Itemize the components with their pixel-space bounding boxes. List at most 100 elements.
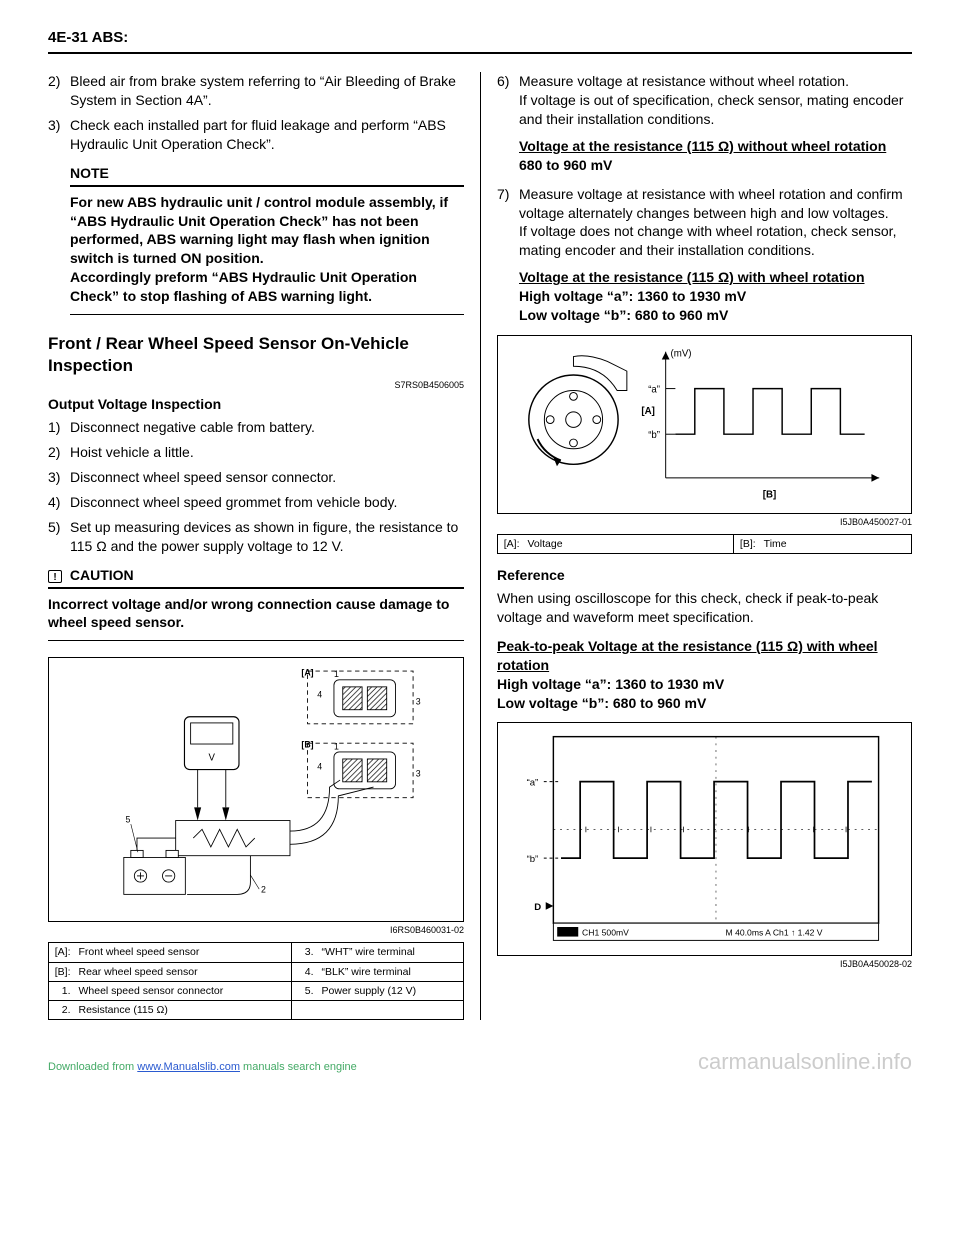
table-row: [A]: Front wheel speed sensor 3. “WHT” w… [49, 943, 464, 962]
footer-link[interactable]: www.Manualslib.com [137, 1061, 240, 1073]
cell: 4. [292, 962, 318, 981]
note-body: For new ABS hydraulic unit / control mod… [70, 193, 464, 306]
item-main: Measure voltage at resistance with wheel… [519, 186, 903, 221]
item-num: 5) [48, 518, 70, 556]
table-row: [B]: Rear wheel speed sensor 4. “BLK” wi… [49, 962, 464, 981]
svg-text:(mV): (mV) [671, 348, 692, 359]
sub-title: Output Voltage Inspection [48, 395, 464, 414]
item-sub: If voltage is out of specification, chec… [519, 91, 912, 129]
item-num: 2) [48, 443, 70, 462]
svg-text:[A]: [A] [641, 406, 654, 417]
spec-value: 680 to 960 mV [519, 156, 912, 175]
list-item: 4) Disconnect wheel speed grommet from v… [48, 493, 464, 512]
item-text: Disconnect wheel speed sensor connector. [70, 468, 464, 487]
cell [318, 1000, 464, 1019]
caution-label: ! CAUTION [48, 566, 464, 589]
note-label: NOTE [70, 164, 464, 187]
cell: Resistance (115 Ω) [75, 1000, 292, 1019]
right-column: 6) Measure voltage at resistance without… [480, 72, 912, 1020]
svg-text:3: 3 [416, 769, 421, 779]
figure-oscilloscope: “a” “b” D CH1 500mV M 40.0ms A Ch1 ↑ 1.4… [497, 722, 912, 956]
svg-text:4: 4 [317, 690, 322, 700]
legend-table: [A]: Voltage [B]: Time [497, 534, 912, 554]
spec-block: Voltage at the resistance (115 Ω) withou… [519, 137, 912, 175]
item-text: Measure voltage at resistance without wh… [519, 72, 912, 129]
svg-text:3: 3 [416, 697, 421, 707]
item-num: 1) [48, 418, 70, 437]
cell: 3. [292, 943, 318, 962]
svg-text:5: 5 [126, 815, 131, 825]
doc-id: S7RS0B4506005 [48, 379, 464, 391]
spec-block: Voltage at the resistance (115 Ω) with w… [519, 268, 912, 325]
item-main: Measure voltage at resistance without wh… [519, 73, 849, 89]
spec-value: High voltage “a”: 1360 to 1930 mV [519, 287, 912, 306]
oscilloscope-waveform: “a” “b” D CH1 500mV M 40.0ms A Ch1 ↑ 1.4… [504, 729, 905, 949]
list-item: 2) Bleed air from brake system referring… [48, 72, 464, 110]
cell: [A]: [49, 943, 75, 962]
list-item: 3) Disconnect wheel speed sensor connect… [48, 468, 464, 487]
cell [292, 1000, 318, 1019]
list-item: 7) Measure voltage at resistance with wh… [497, 185, 912, 261]
svg-text:[A]: [A] [301, 668, 313, 678]
cell: Rear wheel speed sensor [75, 962, 292, 981]
cell: Wheel speed sensor connector [75, 981, 292, 1000]
circuit-diagram: V [79, 664, 457, 919]
wheel-waveform: (mV) “a” “b” [A] [B] [504, 342, 905, 507]
item-num: 2) [48, 72, 70, 110]
item-num: 4) [48, 493, 70, 512]
svg-text:“b”: “b” [527, 854, 539, 865]
cell: Front wheel speed sensor [75, 943, 292, 962]
cell: “WHT” wire terminal [318, 943, 464, 962]
list-item: 1) Disconnect negative cable from batter… [48, 418, 464, 437]
caution-body: Incorrect voltage and/or wrong connectio… [48, 595, 464, 633]
spec-title: Voltage at the resistance (115 Ω) with w… [519, 268, 912, 287]
svg-text:V: V [208, 753, 215, 764]
item-text: Hoist vehicle a little. [70, 443, 464, 462]
page-header: 4E-31 ABS: [48, 28, 912, 54]
cell: [B]: [734, 535, 760, 554]
figure-wheel-wave: (mV) “a” “b” [A] [B] [497, 335, 912, 514]
svg-text:D: D [534, 902, 541, 913]
svg-text:4: 4 [317, 762, 322, 772]
svg-text:“b”: “b” [648, 430, 660, 441]
spec-value: Low voltage “b”: 680 to 960 mV [497, 694, 912, 713]
footer-prefix: Downloaded from [48, 1061, 137, 1073]
cell: [A]: [498, 535, 524, 554]
section-title: Front / Rear Wheel Speed Sensor On-Vehic… [48, 333, 464, 377]
table-row: 2. Resistance (115 Ω) [49, 1000, 464, 1019]
figure-id: I5JB0A450027-01 [497, 516, 912, 528]
svg-text:[B]: [B] [301, 740, 313, 750]
spec-title: Voltage at the resistance (115 Ω) withou… [519, 137, 912, 156]
note-rule [70, 314, 464, 315]
legend-table: [A]: Front wheel speed sensor 3. “WHT” w… [48, 942, 464, 1020]
table-row: [A]: Voltage [B]: Time [498, 535, 912, 554]
cell: Voltage [524, 535, 734, 554]
cell: “BLK” wire terminal [318, 962, 464, 981]
cell: 1. [49, 981, 75, 1000]
watermark: carmanualsonline.info [698, 1047, 912, 1077]
footer-suffix: manuals search engine [243, 1061, 357, 1073]
cell: Time [760, 535, 912, 554]
reference-body: When using oscilloscope for this check, … [497, 589, 912, 627]
item-text: Bleed air from brake system referring to… [70, 72, 464, 110]
svg-text:2: 2 [261, 885, 266, 895]
item-num: 7) [497, 185, 519, 261]
svg-text:“a”: “a” [527, 778, 539, 789]
caution-text: CAUTION [70, 567, 134, 583]
item-sub: If voltage does not change with wheel ro… [519, 222, 912, 260]
spec-title: Peak-to-peak Voltage at the resistance (… [497, 637, 912, 675]
cell: 5. [292, 981, 318, 1000]
list-item: 3) Check each installed part for fluid l… [48, 116, 464, 154]
spec-value: High voltage “a”: 1360 to 1930 mV [497, 675, 912, 694]
svg-text:“a”: “a” [648, 384, 660, 395]
item-num: 3) [48, 116, 70, 154]
svg-text:1: 1 [334, 742, 339, 752]
item-text: Disconnect wheel speed grommet from vehi… [70, 493, 464, 512]
cell: Power supply (12 V) [318, 981, 464, 1000]
figure-id: I5JB0A450028-02 [497, 958, 912, 970]
svg-text:[B]: [B] [763, 489, 776, 500]
table-row: 1. Wheel speed sensor connector 5. Power… [49, 981, 464, 1000]
reference-title: Reference [497, 566, 912, 585]
item-num: 6) [497, 72, 519, 129]
svg-text:M 40.0ms A Ch1 ↑ 1.42 V: M 40.0ms A Ch1 ↑ 1.42 V [726, 928, 823, 938]
